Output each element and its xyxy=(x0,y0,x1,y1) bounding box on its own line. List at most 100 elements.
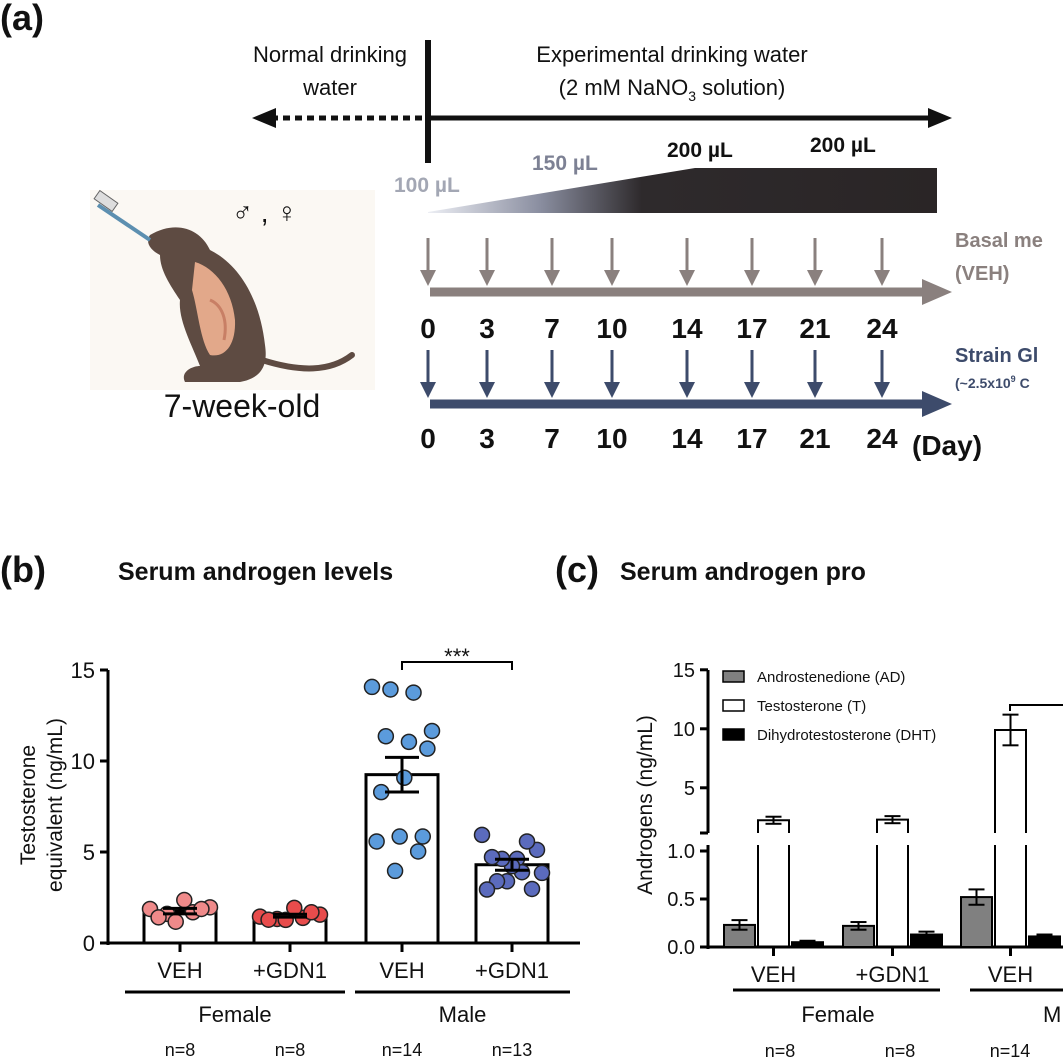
veh-dose-arrowhead xyxy=(604,270,620,286)
panel-b-label: (b) xyxy=(0,549,46,590)
n-label: n=8 xyxy=(765,1041,796,1061)
x-tick-label: VEH xyxy=(379,958,424,983)
strain-dose-label: (~2.5x109 C xyxy=(955,374,1030,391)
group-label: Female xyxy=(801,1002,874,1027)
data-point xyxy=(400,733,418,751)
strain-day-label: 3 xyxy=(479,423,495,454)
veh-day-label: 7 xyxy=(544,313,560,344)
n-label: n=14 xyxy=(382,1040,423,1060)
normal-water-label: Normal drinking xyxy=(253,42,407,67)
bar xyxy=(364,773,440,945)
strain-dose-arrowhead xyxy=(744,382,760,398)
strain-label: Strain Gl xyxy=(955,345,1038,367)
group-label: Female xyxy=(198,1002,271,1027)
data-point xyxy=(405,684,422,701)
data-point xyxy=(303,903,320,921)
data-point xyxy=(386,862,404,880)
veh-dose-arrowhead xyxy=(420,270,436,286)
data-point xyxy=(419,740,436,757)
legend-label: Dihydrotestosterone (DHT) xyxy=(757,727,936,744)
n-label: n=8 xyxy=(275,1040,306,1060)
chart-c-ylabel: Androgens (ng/mL) xyxy=(634,715,657,895)
panel-b: (b) Serum androgen levels Testosterone e… xyxy=(0,549,580,1060)
x-tick-label: VEH xyxy=(751,962,796,987)
n-label: n=13 xyxy=(492,1040,533,1060)
veh-dose-arrowhead xyxy=(479,270,495,286)
strain-day-label: 14 xyxy=(671,423,703,454)
panel-a-label: (a) xyxy=(0,0,44,38)
n-label: n=8 xyxy=(165,1040,196,1060)
veh-dose-arrowhead xyxy=(679,270,695,286)
bar-testosterone xyxy=(876,818,909,947)
dotted-arrow-head xyxy=(252,108,276,128)
data-point xyxy=(423,722,441,740)
panel-c-label: (c) xyxy=(555,549,599,590)
data-point xyxy=(391,828,408,845)
veh-day-label: 10 xyxy=(596,313,627,344)
veh-dose-arrowhead xyxy=(874,270,890,286)
y-tick-label: 15 xyxy=(673,660,695,682)
strain-dose-arrowhead xyxy=(420,382,436,398)
veh-dose-arrowhead xyxy=(807,270,823,286)
strain-day-label: 7 xyxy=(544,423,560,454)
strain-dose-arrowhead xyxy=(874,382,890,398)
y-tick-label: 0 xyxy=(83,931,95,956)
volume-ramp xyxy=(428,168,937,213)
data-point xyxy=(533,864,551,882)
age-label: 7-week-old xyxy=(164,388,321,424)
veh-day-label: 0 xyxy=(420,313,436,344)
volume-200b: 200 µL xyxy=(810,134,876,157)
legend-swatch xyxy=(722,699,745,712)
bar-testosterone xyxy=(757,819,790,947)
bar-testosterone xyxy=(994,728,1027,947)
data-point xyxy=(396,769,413,786)
strain-day-label: 0 xyxy=(420,423,436,454)
data-point xyxy=(518,833,536,850)
strain-day-label: 10 xyxy=(596,423,627,454)
group-label: M xyxy=(1043,1002,1061,1027)
x-tick-label: +GDN1 xyxy=(253,958,327,983)
strain-dose-arrowhead xyxy=(479,382,495,398)
data-point xyxy=(167,913,184,930)
significance-label: *** xyxy=(444,644,470,669)
veh-label: Basal me xyxy=(955,230,1043,252)
legend-swatch xyxy=(722,670,745,683)
chart-b-ylabel-2: equivalent (ng/mL) xyxy=(44,718,67,892)
significance-bracket xyxy=(1009,704,1063,711)
data-point xyxy=(523,880,541,898)
y-tick-label: 15 xyxy=(71,658,95,683)
y-tick-label: 10 xyxy=(673,719,695,741)
y-tick-label: 0.0 xyxy=(667,937,695,959)
timeline: 0 3 7 10 14 17 21 24 0 3 7 10 14 17 21 24 xyxy=(420,238,952,454)
legend-label: Androstenedione (AD) xyxy=(757,669,905,686)
legend-swatch xyxy=(722,728,745,741)
chart-c-title: Serum androgen pro xyxy=(620,558,866,586)
data-point xyxy=(377,727,395,745)
veh-dose-arrowhead xyxy=(744,270,760,286)
y-tick-label: 5 xyxy=(684,778,695,800)
normal-water-label-2: water xyxy=(302,75,357,100)
n-label: n=14 xyxy=(990,1041,1031,1061)
strain-day-label: 24 xyxy=(866,423,898,454)
data-point xyxy=(409,843,427,860)
data-point xyxy=(382,681,399,698)
volume-150: 150 µL xyxy=(532,152,598,175)
data-point xyxy=(150,909,167,926)
strain-dose-arrowhead xyxy=(807,382,823,398)
day-unit: (Day) xyxy=(912,430,982,461)
panel-c: (c) Serum androgen pro Androgens (ng/mL)… xyxy=(555,549,1063,1061)
significance-bracket xyxy=(401,661,513,670)
data-point xyxy=(473,826,491,844)
n-label: n=8 xyxy=(885,1041,916,1061)
strain-dose-arrowhead xyxy=(679,382,695,398)
veh-day-label: 14 xyxy=(671,313,703,344)
strain-timeline-arrowhead xyxy=(922,391,952,417)
volume-200a: 200 µL xyxy=(667,139,733,162)
veh-day-label: 21 xyxy=(799,313,830,344)
data-point xyxy=(176,891,193,909)
chart-b-title: Serum androgen levels xyxy=(118,558,393,586)
data-point xyxy=(483,848,501,866)
veh-dose-arrowhead xyxy=(544,270,560,286)
y-tick-label: 10 xyxy=(71,749,95,774)
